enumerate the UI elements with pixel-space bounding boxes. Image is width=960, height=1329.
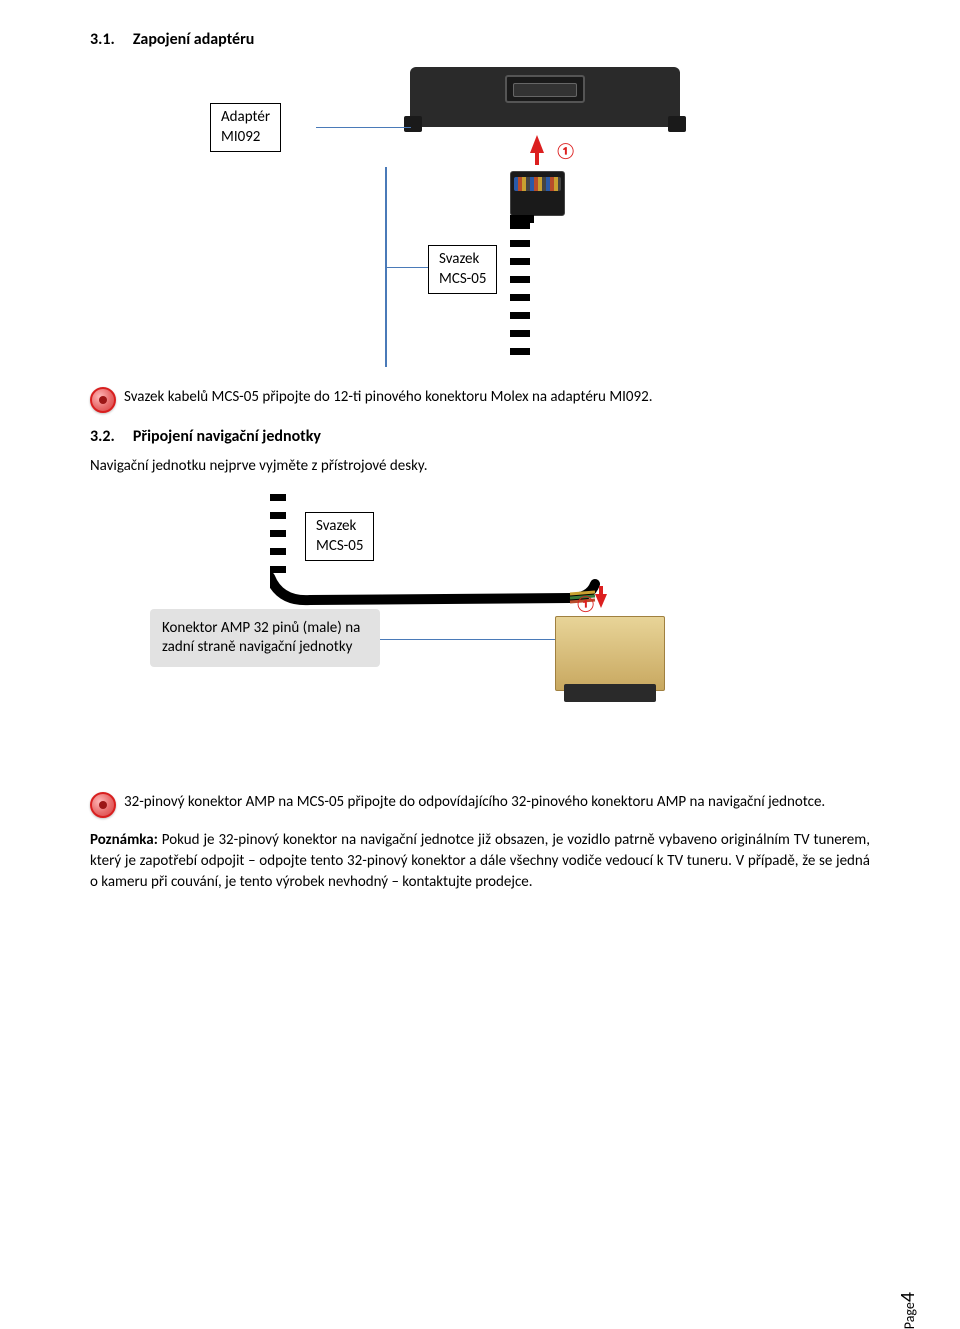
- section2-intro: Navigační jednotku nejprve vyjměte z pří…: [90, 456, 870, 476]
- bullet-marker-icon: [90, 387, 116, 413]
- amp-connector-callout: Konektor AMP 32 pinů (male) na zadní str…: [150, 609, 380, 667]
- section-heading-1: 3.1. Zapojení adaptéru: [90, 30, 870, 49]
- diagram-adapter: ① Adaptér MI092 Svazek MCS-05: [210, 67, 770, 367]
- sec1-num: 3.1.: [90, 30, 115, 49]
- callout-number-1b: ①: [575, 595, 596, 614]
- instruction-2-text: 32-pinový konektor AMP na MCS-05 připojt…: [124, 792, 825, 812]
- diagram-nav-unit: Svazek MCS-05 ① Konektor AMP 32 pinů (ma…: [150, 494, 790, 774]
- instruction-2: 32-pinový konektor AMP na MCS-05 připojt…: [90, 792, 870, 818]
- adapter-label: Adaptér MI092: [210, 103, 281, 152]
- callout-number-1: ①: [555, 142, 576, 161]
- note-paragraph: Poznámka: Pokud je 32-pinový konektor na…: [90, 830, 870, 893]
- svazek-label-1: Svazek MCS-05: [428, 245, 497, 294]
- cable-svg: [270, 572, 600, 606]
- amp-connector: [555, 616, 665, 691]
- cable-dots-2: [270, 494, 286, 574]
- adapter-device: [410, 67, 680, 127]
- molex-connector: [510, 171, 565, 216]
- arrow-down-icon: [595, 594, 607, 608]
- bullet-marker-icon: [90, 792, 116, 818]
- note-label: Poznámka:: [90, 831, 158, 849]
- sec2-title: Připojení navigační jednotky: [133, 427, 321, 446]
- sec1-title: Zapojení adaptéru: [133, 30, 255, 49]
- section-heading-2: 3.2. Připojení navigační jednotky: [90, 427, 870, 446]
- svazek-label-2: Svazek MCS-05: [305, 512, 374, 561]
- cable-dots: [510, 222, 530, 362]
- instruction-1: Svazek kabelů MCS-05 připojte do 12-ti p…: [90, 387, 870, 413]
- note-text: Pokud je 32-pinový konektor na navigační…: [90, 831, 870, 891]
- sec2-num: 3.2.: [90, 427, 115, 446]
- page-number: Page4: [896, 1292, 920, 1329]
- instruction-1-text: Svazek kabelů MCS-05 připojte do 12-ti p…: [124, 387, 653, 407]
